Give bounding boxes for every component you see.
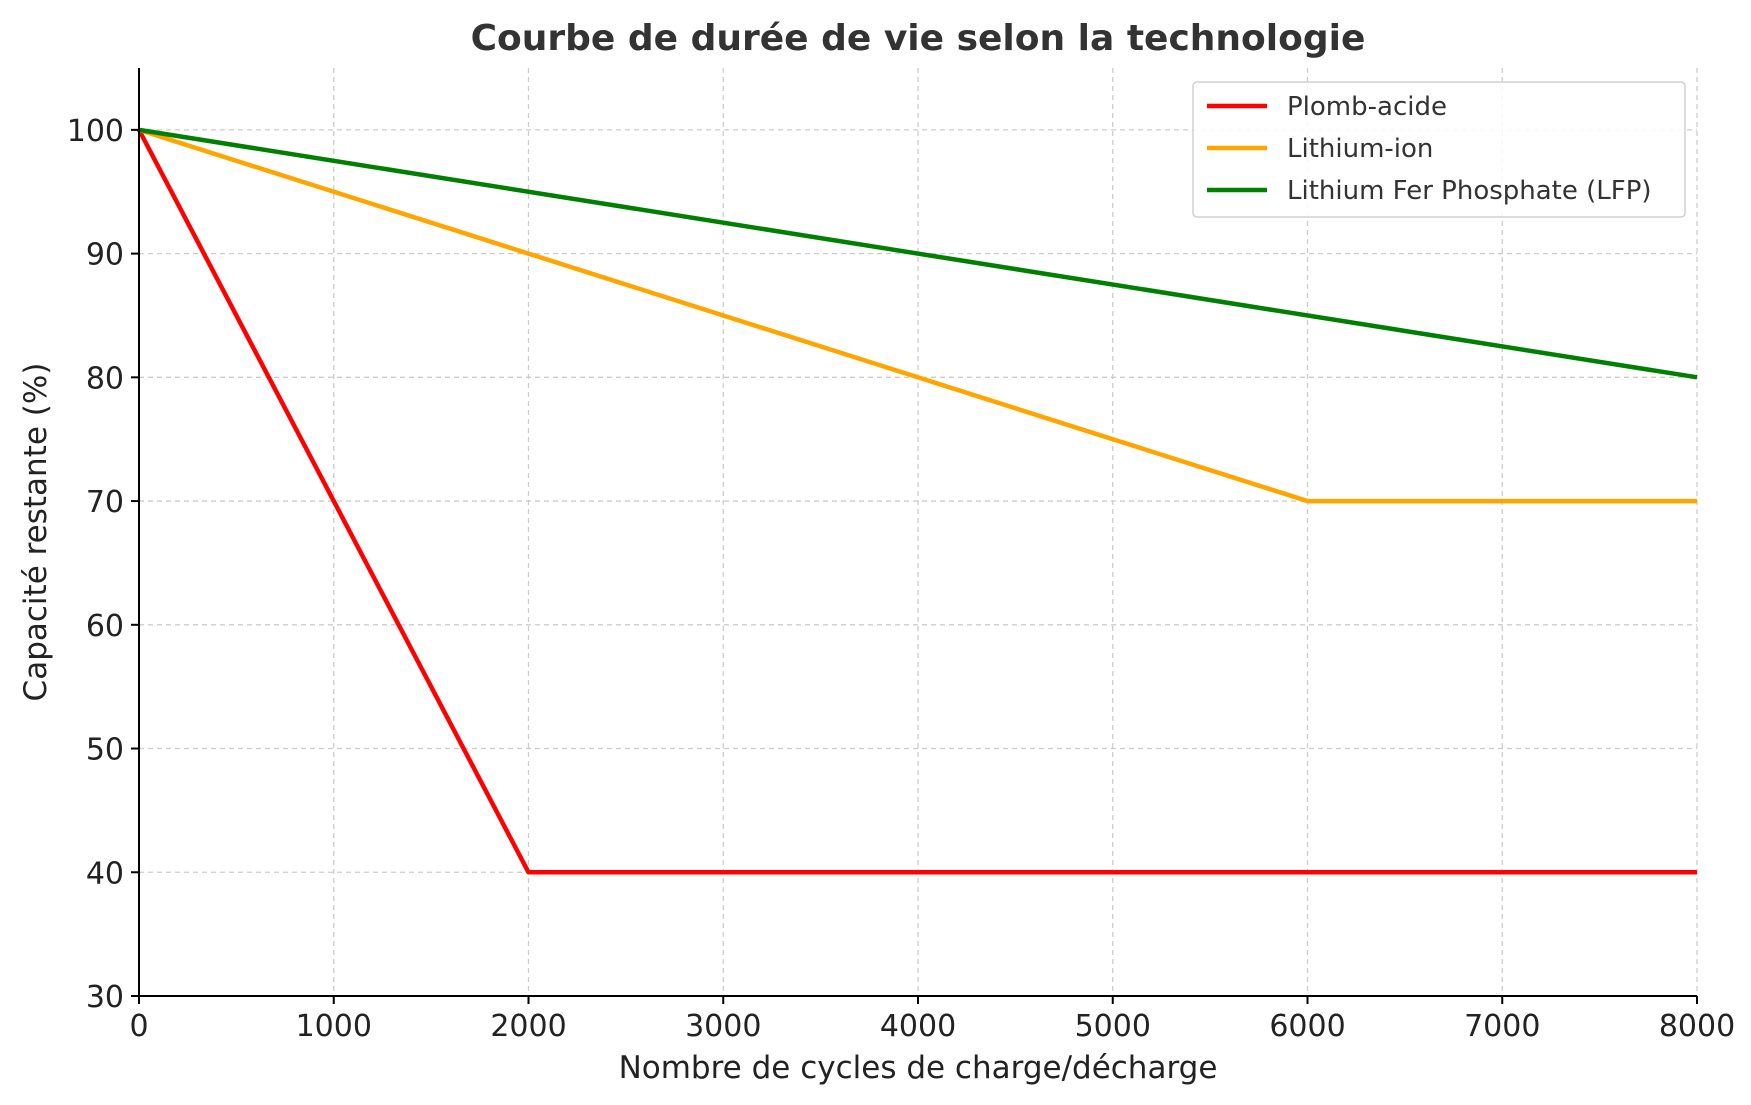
x-tick-label: 8000 [1659,1009,1735,1044]
y-tick-label: 70 [86,485,124,520]
x-tick-label: 4000 [880,1009,956,1044]
y-tick-label: 60 [86,609,124,644]
x-tick-label: 5000 [1075,1009,1151,1044]
legend-box [1192,81,1686,218]
y-axis-label: Capacité restante (%) [18,363,54,702]
x-tick-label: 0 [129,1009,148,1044]
chart-title: Courbe de durée de vie selon la technolo… [471,18,1366,59]
tick-labels: 0 1000 2000 3000 4000 5000 6000 7000 8000 30 40 50 6… [67,114,1735,1044]
y-tick-label: 30 [86,980,124,1015]
series-line-3 [138,127,1698,380]
y-tick-label: 50 [86,733,124,768]
series-line-1 [137,128,1697,875]
series-line-2 [138,127,1697,504]
x-tick-label: 3000 [685,1009,761,1044]
x-tick-label: 2000 [490,1009,566,1044]
x-tick-label: 1000 [296,1009,372,1044]
x-tick-label: 6000 [1269,1009,1345,1044]
y-tick-label: 90 [86,238,124,273]
x-tick-label: 7000 [1464,1009,1540,1044]
legend-label: Lithium-ion [1287,134,1433,164]
legend-label: Plomb-acide [1287,92,1447,122]
series-lines [137,127,1698,875]
y-tick-label: 80 [86,361,124,396]
legend-label: Lithium Fer Phosphate (LFP) [1287,176,1652,206]
y-tick-label: 40 [86,856,124,891]
y-tick-label: 100 [67,114,124,149]
x-axis-label: Nombre de cycles de charge/décharge [619,1050,1218,1086]
legend: Plomb-acide Lithium-ion Lithium Fer Phosph… [1192,81,1686,218]
